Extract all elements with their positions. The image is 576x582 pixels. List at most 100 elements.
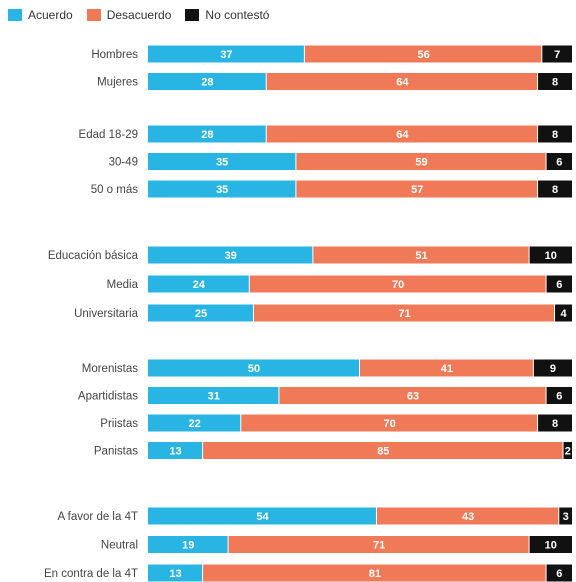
value-label-acuerdo-50-o-mas: 35 xyxy=(216,184,228,196)
value-label-acuerdo-hombres: 37 xyxy=(220,49,232,61)
value-label-no-contesto-30-49: 6 xyxy=(556,157,562,169)
bar-acuerdo-edad-18-29 xyxy=(148,125,266,143)
value-label-desacuerdo-apartidistas: 63 xyxy=(407,391,419,403)
value-label-desacuerdo-educacion-basica: 51 xyxy=(415,250,427,262)
value-label-acuerdo-mujeres: 28 xyxy=(201,77,213,89)
value-label-acuerdo-morenistas: 50 xyxy=(248,363,260,375)
legend-swatch-acuerdo xyxy=(8,9,22,21)
bar-acuerdo-educacion-basica xyxy=(148,246,313,264)
bar-desacuerdo-educacion-basica xyxy=(313,246,529,264)
value-label-acuerdo-30-49: 35 xyxy=(216,157,228,169)
value-label-no-contesto-media: 6 xyxy=(556,279,562,291)
category-label-mujeres: Mujeres xyxy=(97,77,138,89)
category-label-hombres: Hombres xyxy=(91,49,138,61)
bar-desacuerdo-apartidistas xyxy=(279,387,546,404)
value-label-desacuerdo-panistas: 85 xyxy=(377,446,389,458)
legend-item-acuerdo: Acuerdo xyxy=(8,8,73,22)
bar-no-contesto-neutral xyxy=(529,536,572,553)
value-label-no-contesto-panistas: 2 xyxy=(565,446,571,458)
bar-acuerdo-panistas xyxy=(148,442,203,459)
value-label-no-contesto-50-o-mas: 8 xyxy=(552,184,558,196)
bar-desacuerdo-30-49 xyxy=(296,153,546,170)
value-label-desacuerdo-30-49: 59 xyxy=(415,157,427,169)
value-label-desacuerdo-morenistas: 41 xyxy=(441,363,453,375)
bar-desacuerdo-edad-18-29 xyxy=(266,125,538,143)
bar-acuerdo-a-favor-de-la-4t xyxy=(148,507,376,525)
bar-no-contesto-universitaria xyxy=(555,304,572,322)
value-label-no-contesto-mujeres: 8 xyxy=(552,77,558,89)
value-label-desacuerdo-universitaria: 71 xyxy=(398,308,410,320)
legend: Acuerdo Desacuerdo No contestó xyxy=(8,8,269,22)
bar-acuerdo-30-49 xyxy=(148,153,296,170)
category-label-30-49: 30-49 xyxy=(109,157,138,169)
value-label-no-contesto-universitaria: 4 xyxy=(560,308,567,320)
value-label-desacuerdo-edad-18-29: 64 xyxy=(396,129,409,141)
bar-no-contesto-morenistas xyxy=(533,359,572,377)
bar-desacuerdo-universitaria xyxy=(254,304,555,322)
bar-desacuerdo-priistas xyxy=(241,414,538,432)
legend-item-desacuerdo: Desacuerdo xyxy=(86,8,172,22)
value-label-no-contesto-neutral: 10 xyxy=(545,540,557,552)
bar-acuerdo-priistas xyxy=(148,414,241,432)
bar-desacuerdo-mujeres xyxy=(266,73,538,90)
legend-label-acuerdo: Acuerdo xyxy=(28,8,73,22)
bar-no-contesto-en-contra-de-la-4t xyxy=(546,564,572,582)
value-label-no-contesto-edad-18-29: 8 xyxy=(552,129,558,141)
value-label-acuerdo-edad-18-29: 28 xyxy=(201,129,213,141)
bar-no-contesto-apartidistas xyxy=(546,387,572,404)
bar-no-contesto-30-49 xyxy=(546,153,572,170)
bar-acuerdo-apartidistas xyxy=(148,387,279,404)
bar-desacuerdo-morenistas xyxy=(360,359,533,377)
legend-label-no-contesto: No contestó xyxy=(205,8,270,22)
bar-desacuerdo-media xyxy=(249,275,546,293)
bar-desacuerdo-panistas xyxy=(203,442,563,459)
value-label-no-contesto-hombres: 7 xyxy=(554,49,560,61)
legend-swatch-no-contesto xyxy=(185,9,200,21)
legend-label-desacuerdo: Desacuerdo xyxy=(106,8,172,22)
bar-acuerdo-50-o-mas xyxy=(148,180,296,198)
bar-acuerdo-hombres xyxy=(148,45,304,63)
bar-no-contesto-hombres xyxy=(542,45,572,63)
value-label-acuerdo-apartidistas: 31 xyxy=(208,391,220,403)
bar-no-contesto-50-o-mas xyxy=(538,180,572,198)
bar-desacuerdo-hombres xyxy=(304,45,542,63)
category-label-priistas: Priistas xyxy=(100,418,138,430)
category-label-educacion-basica: Educación básica xyxy=(48,250,139,262)
bar-no-contesto-mujeres xyxy=(538,73,572,90)
bar-acuerdo-universitaria xyxy=(148,304,253,322)
value-label-acuerdo-universitaria: 25 xyxy=(195,308,207,320)
category-label-edad-18-29: Edad 18-29 xyxy=(79,129,138,141)
category-label-panistas: Panistas xyxy=(94,446,138,458)
bar-acuerdo-mujeres xyxy=(148,73,266,90)
value-label-no-contesto-priistas: 8 xyxy=(552,418,558,430)
legend-item-no-contesto: No contestó xyxy=(185,8,269,22)
value-label-no-contesto-a-favor-de-la-4t: 3 xyxy=(563,511,569,523)
value-label-desacuerdo-en-contra-de-la-4t: 81 xyxy=(369,568,381,580)
value-label-acuerdo-priistas: 22 xyxy=(189,418,201,430)
value-label-desacuerdo-neutral: 71 xyxy=(373,540,385,552)
bar-acuerdo-media xyxy=(148,275,249,293)
bar-acuerdo-en-contra-de-la-4t xyxy=(148,564,203,582)
bar-desacuerdo-en-contra-de-la-4t xyxy=(203,564,546,582)
bar-desacuerdo-neutral xyxy=(228,536,529,553)
bar-no-contesto-educacion-basica xyxy=(529,246,572,264)
value-label-desacuerdo-media: 70 xyxy=(392,279,404,291)
bar-no-contesto-priistas xyxy=(538,414,572,432)
legend-swatch-desacuerdo xyxy=(86,9,101,21)
value-label-no-contesto-en-contra-de-la-4t: 6 xyxy=(556,568,562,580)
value-label-acuerdo-en-contra-de-la-4t: 13 xyxy=(169,568,181,580)
value-label-desacuerdo-mujeres: 64 xyxy=(396,77,409,89)
category-label-en-contra-de-la-4t: En contra de la 4T xyxy=(44,568,138,580)
value-label-acuerdo-panistas: 13 xyxy=(169,446,181,458)
category-label-neutral: Neutral xyxy=(101,540,138,552)
bar-no-contesto-media xyxy=(546,275,572,293)
value-label-desacuerdo-a-favor-de-la-4t: 43 xyxy=(462,511,474,523)
value-label-no-contesto-apartidistas: 6 xyxy=(556,391,562,403)
value-label-acuerdo-a-favor-de-la-4t: 54 xyxy=(256,511,269,523)
value-label-acuerdo-media: 24 xyxy=(193,279,206,291)
bar-acuerdo-neutral xyxy=(148,536,228,553)
bar-desacuerdo-a-favor-de-la-4t xyxy=(376,507,559,525)
category-label-morenistas: Morenistas xyxy=(82,363,138,375)
value-label-acuerdo-educacion-basica: 39 xyxy=(225,250,237,262)
